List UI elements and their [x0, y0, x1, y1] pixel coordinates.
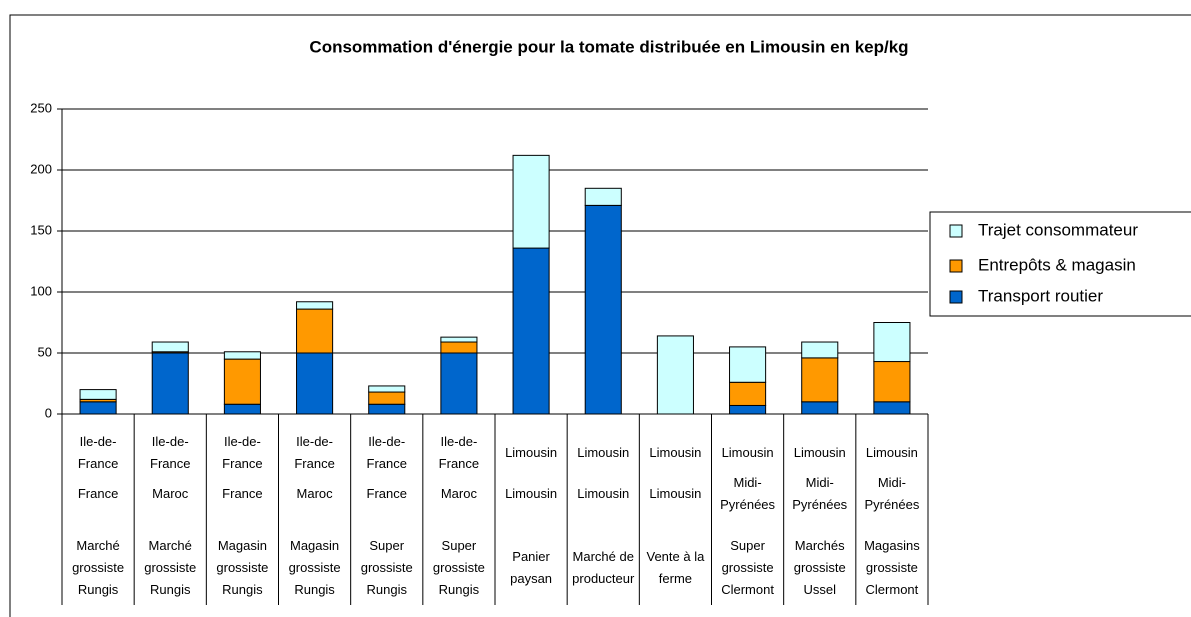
x-category-label: Limousin — [577, 486, 630, 501]
x-category-label: Panier paysan — [510, 549, 553, 586]
bar-segment — [79, 401, 117, 415]
x-category-label: Marché grossiste Rungis — [72, 538, 125, 597]
x-category-label: Maroc — [152, 486, 189, 501]
bar-segment — [296, 301, 334, 310]
x-category-label: Limousin — [505, 444, 558, 460]
y-tick-label: 0 — [45, 405, 52, 420]
chart-title: Consommation d'énergie pour la tomate di… — [309, 37, 908, 56]
bar-segment — [79, 389, 117, 400]
x-category-label: Midi-Pyrénées — [720, 475, 776, 512]
x-category-label: Limousin — [793, 444, 846, 460]
x-category-label: Vente à la ferme — [646, 549, 705, 586]
legend-swatch — [949, 259, 963, 273]
x-category-label: Limousin — [505, 486, 558, 501]
legend-box — [929, 211, 1191, 317]
y-tick-label: 250 — [30, 100, 52, 115]
x-category-label: Limousin — [649, 444, 702, 460]
x-category-label: Limousin — [721, 444, 774, 460]
bar-segment — [512, 154, 550, 249]
legend-swatch — [949, 290, 963, 304]
y-tick-label: 100 — [30, 283, 52, 298]
bar-segment — [223, 403, 261, 415]
bar-segment — [151, 352, 189, 415]
x-category-label: France — [366, 486, 407, 501]
x-category-label: Ile-de-France — [77, 433, 119, 471]
legend-label: Transport routier — [978, 286, 1103, 305]
x-category-label: Ile-de-France — [438, 433, 480, 471]
bar-segment — [801, 341, 839, 359]
bar-segment — [656, 335, 694, 415]
x-category-label: France — [77, 486, 119, 501]
x-category-label: Maroc — [440, 486, 477, 501]
bar-segment — [368, 385, 406, 393]
bar-segment — [801, 357, 839, 403]
bar-segment — [873, 401, 911, 415]
x-category-label: Ile-de-France — [366, 433, 407, 471]
bar-segment — [368, 403, 406, 415]
x-category-label: France — [222, 486, 263, 501]
bar-segment — [801, 401, 839, 415]
bar-segment — [296, 352, 334, 415]
legend-label: Entrepôts & magasin — [978, 255, 1136, 274]
x-category-label: Maroc — [296, 486, 333, 501]
x-category-label: Ile-de-France — [294, 433, 335, 471]
bar-segment — [873, 322, 911, 363]
y-tick-label: 150 — [30, 222, 52, 237]
x-category-label: Super grossiste Rungis — [432, 538, 485, 597]
y-tick-label: 200 — [30, 161, 52, 176]
x-category-label: Ile-de-France — [150, 433, 191, 471]
bar-segment — [151, 341, 189, 353]
legend-label: Trajet consommateur — [978, 220, 1138, 239]
legend-swatch — [949, 224, 963, 238]
bar-segment — [729, 346, 767, 383]
x-category-label: Magasin grossiste Rungis — [288, 538, 341, 597]
y-tick-label: 50 — [38, 344, 52, 359]
bar-segment — [873, 361, 911, 403]
x-category-label: Limousin — [649, 486, 702, 501]
x-category-label: Limousin — [577, 444, 630, 460]
x-category-label: Ile-de-France — [222, 433, 263, 471]
bar-segment — [368, 391, 406, 405]
bar-segment — [584, 187, 622, 206]
bar-segment — [440, 336, 478, 343]
bar-segment — [223, 351, 261, 360]
x-category-label: Midi-Pyrénées — [864, 475, 920, 512]
x-category-label: Magasin grossiste Rungis — [216, 538, 269, 597]
x-category-label: Magasins grossiste Clermont — [864, 538, 920, 597]
x-category-label: Marché de producteur — [572, 549, 635, 586]
x-category-label: Super grossiste Rungis — [360, 538, 413, 597]
bar-segment — [729, 381, 767, 406]
bar-segment — [584, 204, 622, 415]
bar-segment — [296, 308, 334, 354]
bar-segment — [223, 358, 261, 405]
x-category-label: Marché grossiste Rungis — [144, 538, 197, 597]
bar-segment — [512, 247, 550, 415]
bar-segment — [440, 352, 478, 415]
x-category-label: Limousin — [865, 444, 918, 460]
bar-segment — [440, 341, 478, 354]
x-category-label: Marchés grossiste Ussel — [793, 538, 846, 597]
bar-segment — [729, 404, 767, 415]
x-category-label: Midi-Pyrénées — [792, 475, 848, 512]
x-category-label: Super grossiste Clermont — [721, 538, 774, 597]
